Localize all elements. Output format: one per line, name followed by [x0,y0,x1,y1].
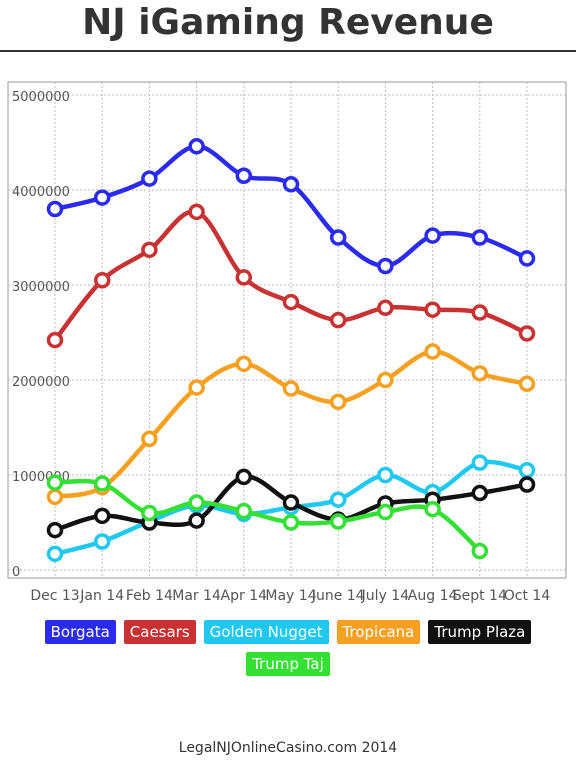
series-line [54,478,482,553]
data-point [46,521,64,539]
data-point [188,379,205,396]
y-tick-label: 5000000 [12,90,70,105]
data-point [329,229,347,246]
series-trump-taj [46,474,489,560]
data-point [46,474,64,491]
data-point [46,488,64,506]
data-point [471,454,489,471]
x-tick-label: Sept 14 [453,588,507,604]
plot-border [7,81,567,579]
legend-item-trump-taj: Trump Taj [246,652,330,676]
data-point [424,343,441,360]
series-borgata [46,138,536,275]
x-tick-label: Mar 14 [172,588,221,604]
y-tick-label: 3000000 [12,280,70,295]
data-point [46,545,64,563]
x-tick-label: July 14 [361,588,410,604]
x-tick-label: Aug 14 [408,588,458,604]
data-point [282,293,300,311]
data-point [282,514,300,531]
data-point [518,250,536,267]
x-tick-label: Apr 14 [221,588,268,604]
data-point [235,355,253,373]
data-point [141,170,158,187]
data-point [188,138,205,155]
legend-row: Borgata Caesars Golden Nugget Tropicana Trum… [0,620,576,644]
data-point [329,491,347,508]
legend-item-golden-nugget: Golden Nugget [203,620,329,644]
data-point [93,533,111,550]
data-point [188,512,205,529]
x-tick-label: Dec 13 [30,588,79,604]
x-tick-label: Jan 14 [79,588,124,604]
data-point [46,331,64,349]
data-point [377,503,394,521]
title-divider [0,50,576,52]
data-point [329,513,347,530]
data-point [424,301,441,318]
data-point [424,500,441,518]
data-point [377,299,394,317]
data-point [235,502,253,520]
data-point [235,468,253,486]
data-point [46,200,64,218]
legend-item-caesars: Caesars [123,620,196,644]
series-caesars [46,203,536,349]
data-point [471,229,489,246]
legend-item-trump-plaza: Trump Plaza [428,620,532,644]
data-point [471,542,489,560]
data-point [471,304,489,321]
data-point [235,269,253,286]
data-point [518,375,536,393]
data-point [424,227,441,244]
legend: Borgata Caesars Golden Nugget Tropicana Trum… [0,620,576,684]
x-tick-label: Oct 14 [504,588,551,604]
data-point [141,430,158,448]
data-point [93,507,111,525]
data-point [471,484,489,502]
data-point [377,371,394,389]
data-point [471,365,489,382]
data-point [93,189,111,206]
data-point [235,167,253,184]
data-point [377,257,394,275]
data-point [518,462,536,479]
x-tick-label: Feb 14 [126,588,173,604]
data-point [282,176,300,193]
y-tick-label: 4000000 [12,185,70,200]
legend-item-tropicana: Tropicana [336,620,421,644]
y-tick-label: 0 [12,565,20,580]
series-layer [46,138,536,563]
data-point [188,203,205,221]
x-tick-label: May 14 [265,588,316,604]
x-tick-label: June 14 [311,588,365,604]
data-point [141,241,158,259]
data-point [282,494,300,511]
data-point [377,466,394,484]
data-point [282,380,300,397]
data-point [518,325,536,342]
data-point [93,272,111,289]
data-point [141,504,158,522]
source-credit: LegalNJOnlineCasino.com 2014 [178,740,398,756]
legend-item-borgata: Borgata [44,620,116,644]
data-point [329,393,347,411]
data-point [188,494,205,511]
legend-row: Trump Taj [0,652,576,676]
data-point [93,475,111,492]
chart-title: NJ iGaming Revenue [82,2,494,43]
series-trump-plaza [46,468,536,539]
data-point [518,476,536,493]
data-point [329,311,347,329]
y-tick-label: 2000000 [12,375,70,390]
